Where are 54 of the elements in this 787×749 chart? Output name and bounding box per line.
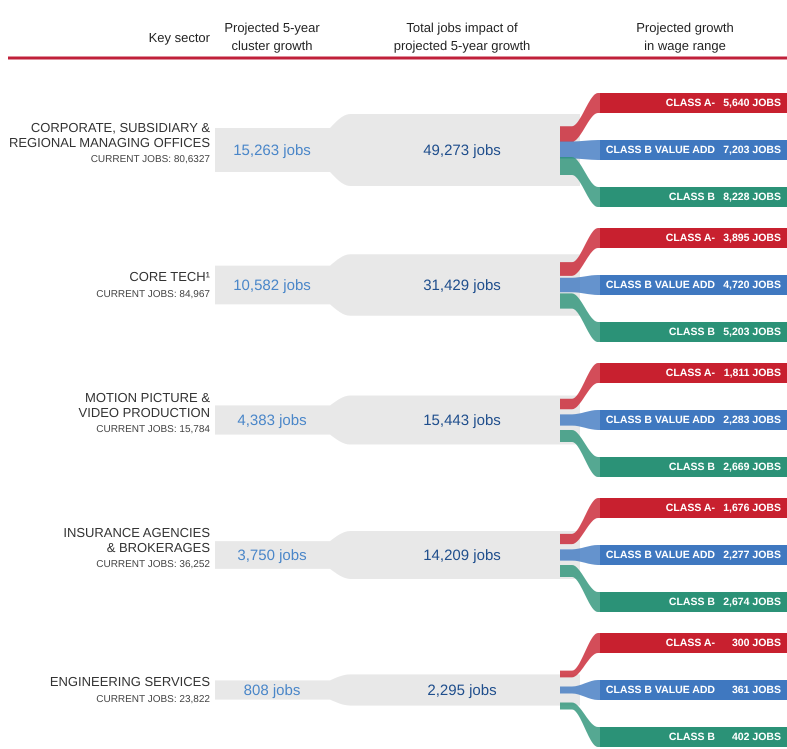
text: CLASS B VALUE ADD [606,684,715,696]
data-label: 4,720 JOBS [723,279,781,291]
category-label: CORE TECH¹ [129,269,211,284]
data-label: 1,676 JOBS [723,502,781,514]
text: CLASS B VALUE ADD [606,279,715,291]
series-label: CLASS B [668,191,716,203]
data-label: 3,750 jobs [237,547,307,564]
text: CURRENT JOBS: 84,967 [96,289,210,300]
category-label: CORPORATE, SUBSIDIARY & REGIONAL MANAGING OFFICES [8,120,210,150]
data-label: 1,811 JOBS [724,367,781,379]
data-label: 5,640 JOBS [723,97,781,109]
text: CURRENT JOBS: 80,6327 [90,154,210,165]
series-label: CLASS A- [666,97,716,109]
data-label: 8,228 JOBS [723,191,781,203]
text: Projected 5-year cluster growth [224,20,320,53]
data-label: 2,669 JOBS [723,461,781,473]
data-label: 15,443 jobs [423,412,501,429]
data-label: 4,383 jobs [237,412,307,429]
data-label: 15,263 jobs [233,142,311,159]
text: CLASS A- [666,637,715,649]
text: CLASS B VALUE ADD [606,414,715,426]
text: CURRENT JOBS: 36,252 [96,559,210,570]
text: Projected growth in wage range [636,20,734,53]
category-label: INSURANCE AGENCIES & BROKERAGES [63,525,210,555]
data-label: 3,895 JOBS [723,232,781,244]
text: CURRENT JOBS: 15,784 [96,424,210,435]
category-label: ENGINEERING SERVICES [50,674,210,689]
text: CLASS A- [666,502,715,514]
data-label: 31,429 jobs [423,277,501,294]
text: CLASS B [668,461,715,473]
text: CLASS A- [666,232,715,244]
data-label: 2,283 JOBS [723,414,781,426]
text: CURRENT JOBS: 23,822 [96,694,210,705]
text: CLASS B VALUE ADD [606,549,715,561]
data-label: 10,582 jobs [233,277,311,294]
data-label: 14,209 jobs [423,547,501,564]
text: Key sector [148,30,211,45]
legend-label: CLASS B VALUE ADD [606,144,716,156]
data-label: 808 jobs [244,682,300,699]
text: CLASS A- [666,367,715,379]
data-label: 7,203 JOBS [723,144,781,156]
data-label: 402 JOBS [732,731,781,743]
text: CLASS B [668,731,715,743]
category-label: MOTION PICTURE & VIDEO PRODUCTION [78,390,210,420]
data-label: 49,273 jobs [423,142,501,159]
text: CLASS B [668,326,715,338]
text: CLASS B [668,596,715,608]
data-label: 2,277 JOBS [723,549,781,561]
text: Total jobs impact of projected 5-year growth [394,20,530,53]
data-label: 2,674 JOBS [723,596,781,608]
data-label: 361 JOBS [732,684,781,696]
data-label: 300 JOBS [732,637,781,649]
data-label: 2,295 jobs [427,682,497,699]
data-label: 5,203 JOBS [723,326,781,338]
